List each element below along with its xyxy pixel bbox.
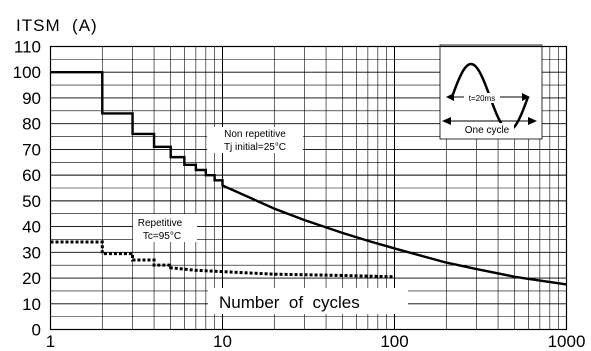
plot-frame (49, 45, 568, 331)
y-tick-label: 70 (22, 140, 41, 159)
x-tick-label: 10 (213, 332, 232, 351)
y-tick-label: 40 (22, 218, 41, 237)
y-tick-label: 80 (22, 115, 41, 134)
cycle-caption: One cycle (465, 125, 510, 136)
y-axis-label: ITSM (A) (16, 16, 98, 35)
y-tick-label: 90 (22, 89, 41, 108)
chart-series (50, 71, 567, 286)
repetitive-label-backing (133, 214, 197, 242)
non-repetitive-series-line (50, 71, 567, 286)
time-label-backing (464, 93, 500, 103)
one-cycle-inset: t=20ms One cycle (439, 44, 543, 140)
cycle-arrow-left-head (442, 117, 451, 125)
time-arrow-right-head (522, 93, 530, 101)
non-repetitive-annotation: Non repetitive Tj initial=25°C (207, 127, 303, 153)
cycle-caption-backing (460, 123, 514, 135)
x-axis-label: Number of cycles (219, 293, 360, 312)
repetitive-label: Repetitive (138, 218, 183, 229)
time-label: t=20ms (469, 94, 495, 103)
x-axis-label-backing (208, 288, 408, 314)
y-tick-label: 20 (22, 269, 41, 288)
non-repetitive-label-backing (207, 127, 303, 153)
x-tick-label: 1 (46, 332, 55, 351)
cycle-arrow-right-head (528, 117, 537, 125)
y-tick-label: 100 (13, 63, 41, 82)
y-tick-label: 50 (22, 192, 41, 211)
y-tick-label: 30 (22, 243, 41, 262)
time-arrow-left-head (446, 93, 454, 101)
x-tick-label: 100 (380, 332, 408, 351)
y-tick-label: 0 (32, 321, 41, 340)
y-tick-label: 110 (14, 38, 41, 57)
repetitive-annotation: Repetitive Tc=95°C (133, 214, 197, 242)
repetitive-condition: Tc=95°C (143, 231, 181, 242)
non-repetitive-condition: Tj initial=25°C (224, 142, 286, 153)
repetitive-series-line (50, 240, 395, 279)
y-tick-label: 60 (22, 166, 41, 185)
non-repetitive-label: Non repetitive (224, 129, 286, 140)
y-tick-label: 10 (22, 295, 41, 314)
x-tick-label: 1000 (548, 332, 586, 351)
